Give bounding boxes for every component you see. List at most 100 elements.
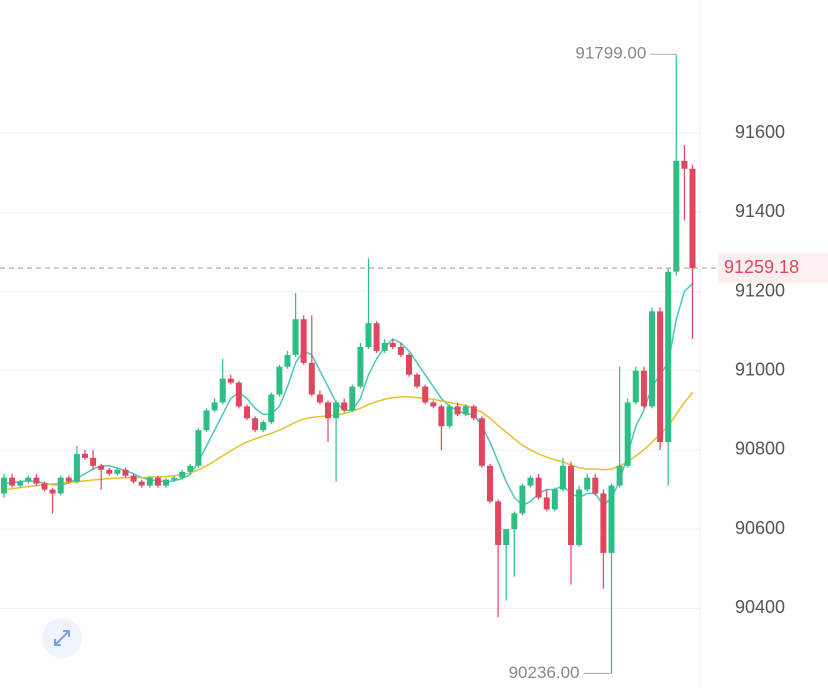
candle-body — [389, 343, 396, 347]
candle-body — [203, 410, 210, 431]
candle-body — [381, 343, 388, 351]
candle-body — [511, 513, 518, 530]
candle-body — [57, 477, 64, 494]
last-price-box — [718, 253, 828, 284]
candle-body — [568, 465, 574, 546]
candle-body — [657, 311, 664, 443]
candle-body — [9, 477, 16, 486]
candle-body — [33, 477, 40, 484]
candle-body — [543, 497, 550, 510]
candle-body — [1, 477, 7, 494]
candle-body — [276, 366, 283, 395]
candle-body — [187, 465, 194, 472]
candle-body — [114, 469, 121, 474]
candle-body — [25, 477, 32, 482]
low-label: 90236.00 — [509, 663, 580, 682]
candle-body — [665, 271, 672, 443]
y-tick-label: 91400 — [735, 201, 785, 221]
candle-body — [470, 406, 477, 419]
candle-body — [146, 477, 153, 486]
candle-body — [163, 479, 169, 486]
candle-body — [446, 406, 453, 427]
candle-body — [551, 489, 558, 510]
candle-body — [462, 406, 469, 415]
candle-body — [179, 471, 186, 478]
candle-body — [227, 378, 234, 383]
candle-body — [535, 477, 542, 498]
candle-body — [600, 493, 607, 553]
candle-body — [454, 406, 461, 415]
candle-body — [365, 323, 372, 347]
candle-body — [284, 354, 291, 367]
ma-line — [3, 392, 694, 491]
candle-body — [649, 311, 655, 407]
candle-body — [519, 485, 526, 514]
high-label: 91799.00 — [575, 44, 646, 63]
candle-body — [308, 362, 315, 395]
candle-body — [438, 406, 445, 427]
candle-body — [478, 418, 485, 466]
candle-body — [681, 160, 688, 169]
candle-body — [244, 406, 250, 419]
candle-body — [195, 430, 202, 466]
candle-body — [503, 529, 510, 546]
candle-body — [122, 469, 129, 476]
candle-body — [576, 489, 583, 546]
grid — [0, 132, 700, 609]
candle-body — [325, 402, 331, 419]
candle-body — [41, 483, 48, 490]
candle-body — [106, 469, 113, 474]
candle-body — [397, 346, 404, 355]
y-tick-label: 91600 — [735, 122, 785, 142]
candle-body — [211, 402, 218, 411]
candle-body — [608, 485, 615, 553]
candle-body — [130, 475, 137, 482]
candle-body — [171, 477, 178, 480]
candle-body — [430, 402, 437, 407]
candle-body — [487, 465, 493, 502]
candle-body — [632, 370, 639, 403]
expand-icon[interactable] — [54, 630, 70, 646]
candle-body — [349, 386, 356, 411]
candle-body — [673, 160, 680, 272]
candle-body — [640, 370, 647, 407]
candle-body — [373, 323, 380, 351]
candles — [1, 54, 696, 674]
candle-body — [154, 477, 161, 486]
candle-body — [592, 477, 599, 494]
labels: 90400 90600 90800 91000 91200 91400 91600 91799… — [0, 44, 828, 682]
candle-body — [341, 402, 348, 411]
candle-body — [527, 477, 534, 486]
y-tick-label: 91000 — [735, 359, 785, 379]
candle-body — [616, 465, 623, 486]
candle-body — [292, 319, 299, 355]
candle-body — [73, 453, 80, 482]
candle-body — [82, 453, 88, 458]
candle-body — [422, 386, 429, 403]
candle-body — [414, 374, 421, 387]
candle-body — [17, 481, 24, 486]
candle-body — [406, 354, 412, 375]
candle-body — [49, 489, 56, 494]
candle-body — [300, 319, 307, 363]
candle-body — [316, 394, 323, 403]
candle-body — [90, 457, 97, 466]
candle-body — [65, 477, 72, 482]
y-tick-label: 91200 — [735, 280, 785, 300]
candle-body — [624, 402, 631, 466]
candle-body — [268, 394, 275, 423]
candle-body — [559, 465, 566, 490]
y-tick-label: 90800 — [735, 439, 785, 459]
expand-button[interactable] — [42, 618, 82, 658]
candle-body — [357, 346, 364, 387]
candle-body — [689, 168, 696, 269]
candle-body — [98, 465, 105, 470]
y-tick-label: 90400 — [735, 597, 785, 617]
candle-body — [584, 477, 591, 490]
candle-body — [235, 382, 242, 407]
candle-body — [138, 481, 145, 486]
candle-body — [219, 378, 226, 403]
